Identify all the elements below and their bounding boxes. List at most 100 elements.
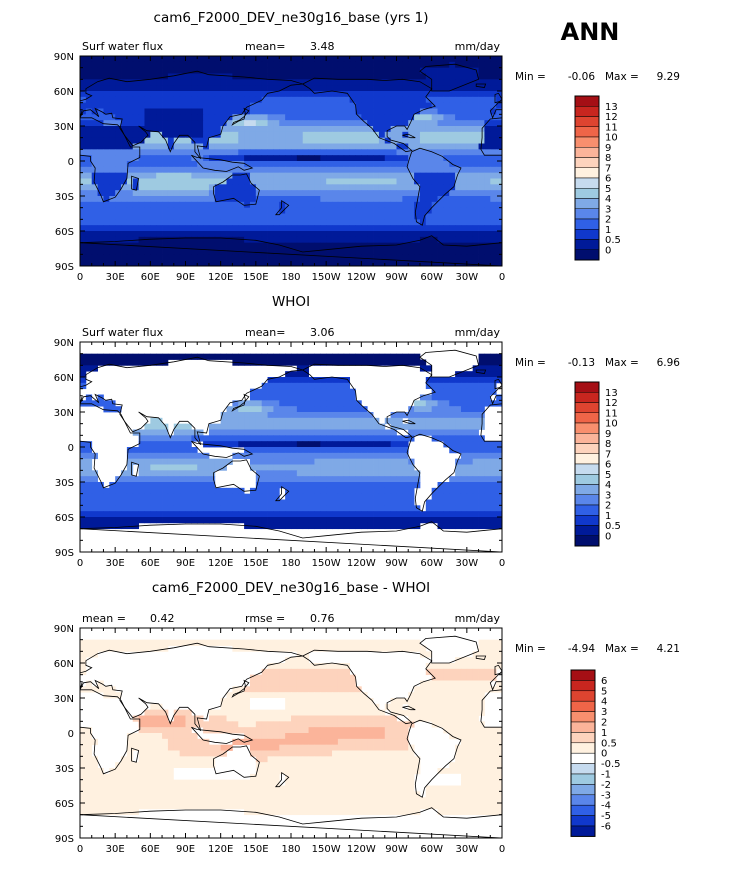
- map-cell: [479, 184, 485, 190]
- map-cell: [191, 120, 197, 126]
- map-cell: [320, 424, 326, 430]
- map-cell: [303, 68, 309, 74]
- map-cell: [133, 190, 139, 196]
- map-cell: [86, 144, 92, 150]
- map-cell: [80, 173, 86, 179]
- map-cell: [80, 249, 86, 255]
- map-cell: [432, 243, 438, 249]
- map-cell: [273, 447, 279, 453]
- map-cell: [361, 231, 367, 237]
- map-cell: [156, 56, 162, 62]
- map-cell: [397, 476, 403, 482]
- map-cell: [250, 646, 256, 652]
- colorbar-swatch: [575, 454, 599, 464]
- map-cell: [408, 91, 414, 97]
- map-cell: [109, 85, 115, 91]
- map-cell: [215, 109, 221, 115]
- map-cell: [479, 202, 485, 208]
- map-cell: [344, 354, 350, 360]
- map-cell: [144, 225, 150, 231]
- map-cell: [361, 465, 367, 471]
- map-cell: [285, 132, 291, 138]
- map-cell: [80, 231, 86, 237]
- map-cell: [361, 441, 367, 447]
- map-cell: [256, 412, 262, 418]
- map-cell: [391, 161, 397, 167]
- map-cell: [314, 686, 320, 692]
- map-cell: [461, 465, 467, 471]
- map-cell: [355, 470, 361, 476]
- map-cell: [402, 120, 408, 126]
- map-cell: [174, 260, 180, 266]
- map-cell: [232, 219, 238, 225]
- map-cell: [408, 56, 414, 62]
- map-cell: [109, 202, 115, 208]
- map-cell: [438, 126, 444, 132]
- map-cell: [232, 231, 238, 237]
- map-cell: [256, 155, 262, 161]
- map-cell: [303, 184, 309, 190]
- map-cell: [221, 132, 227, 138]
- map-cell: [250, 441, 256, 447]
- map-cell: [432, 120, 438, 126]
- map-cell: [432, 400, 438, 406]
- map-cell: [268, 190, 274, 196]
- map-cell: [314, 62, 320, 68]
- map-cell: [391, 56, 397, 62]
- map-cell: [414, 406, 420, 412]
- map-cell: [367, 523, 373, 529]
- map-cell: [121, 243, 127, 249]
- map-cell: [191, 231, 197, 237]
- map-cell: [355, 418, 361, 424]
- map-cell: [479, 651, 485, 657]
- map-cell: [408, 214, 414, 220]
- map-cell: [86, 103, 92, 109]
- map-cell: [203, 494, 209, 500]
- map-cell: [256, 202, 262, 208]
- map-cell: [479, 669, 485, 675]
- map-cell: [385, 179, 391, 185]
- map-cell: [256, 138, 262, 144]
- map-cell: [297, 698, 303, 704]
- map-cell: [203, 214, 209, 220]
- map-cell: [273, 132, 279, 138]
- map-cell: [291, 62, 297, 68]
- map-cell: [238, 243, 244, 249]
- map-cell: [268, 692, 274, 698]
- map-cell: [338, 465, 344, 471]
- map-cell: [484, 161, 490, 167]
- map-cell: [92, 202, 98, 208]
- map-cell: [156, 249, 162, 255]
- map-cell: [191, 488, 197, 494]
- map-cell: [209, 459, 215, 465]
- map-cell: [344, 424, 350, 430]
- map-cell: [361, 418, 367, 424]
- map-cell: [373, 237, 379, 243]
- map-cell: [332, 214, 338, 220]
- y-tick-label: 60S: [55, 227, 74, 238]
- map-cell: [443, 91, 449, 97]
- map-cell: [496, 56, 502, 62]
- map-cell: [309, 208, 315, 214]
- map-cell: [238, 196, 244, 202]
- map-cell: [490, 500, 496, 506]
- map-cell: [338, 686, 344, 692]
- map-cell: [402, 237, 408, 243]
- map-cell: [309, 56, 315, 62]
- map-cell: [314, 435, 320, 441]
- map-cell: [250, 56, 256, 62]
- map-cell: [139, 97, 145, 103]
- map-cell: [344, 109, 350, 115]
- map-cell: [262, 389, 268, 395]
- map-cell: [86, 459, 92, 465]
- map-cell: [385, 447, 391, 453]
- map-cell: [203, 196, 209, 202]
- map-cell: [414, 155, 420, 161]
- map-cell: [373, 109, 379, 115]
- map-cell: [461, 190, 467, 196]
- map-cell: [320, 482, 326, 488]
- map-cell: [139, 103, 145, 109]
- map-cell: [397, 418, 403, 424]
- map-cell: [303, 453, 309, 459]
- map-cell: [314, 692, 320, 698]
